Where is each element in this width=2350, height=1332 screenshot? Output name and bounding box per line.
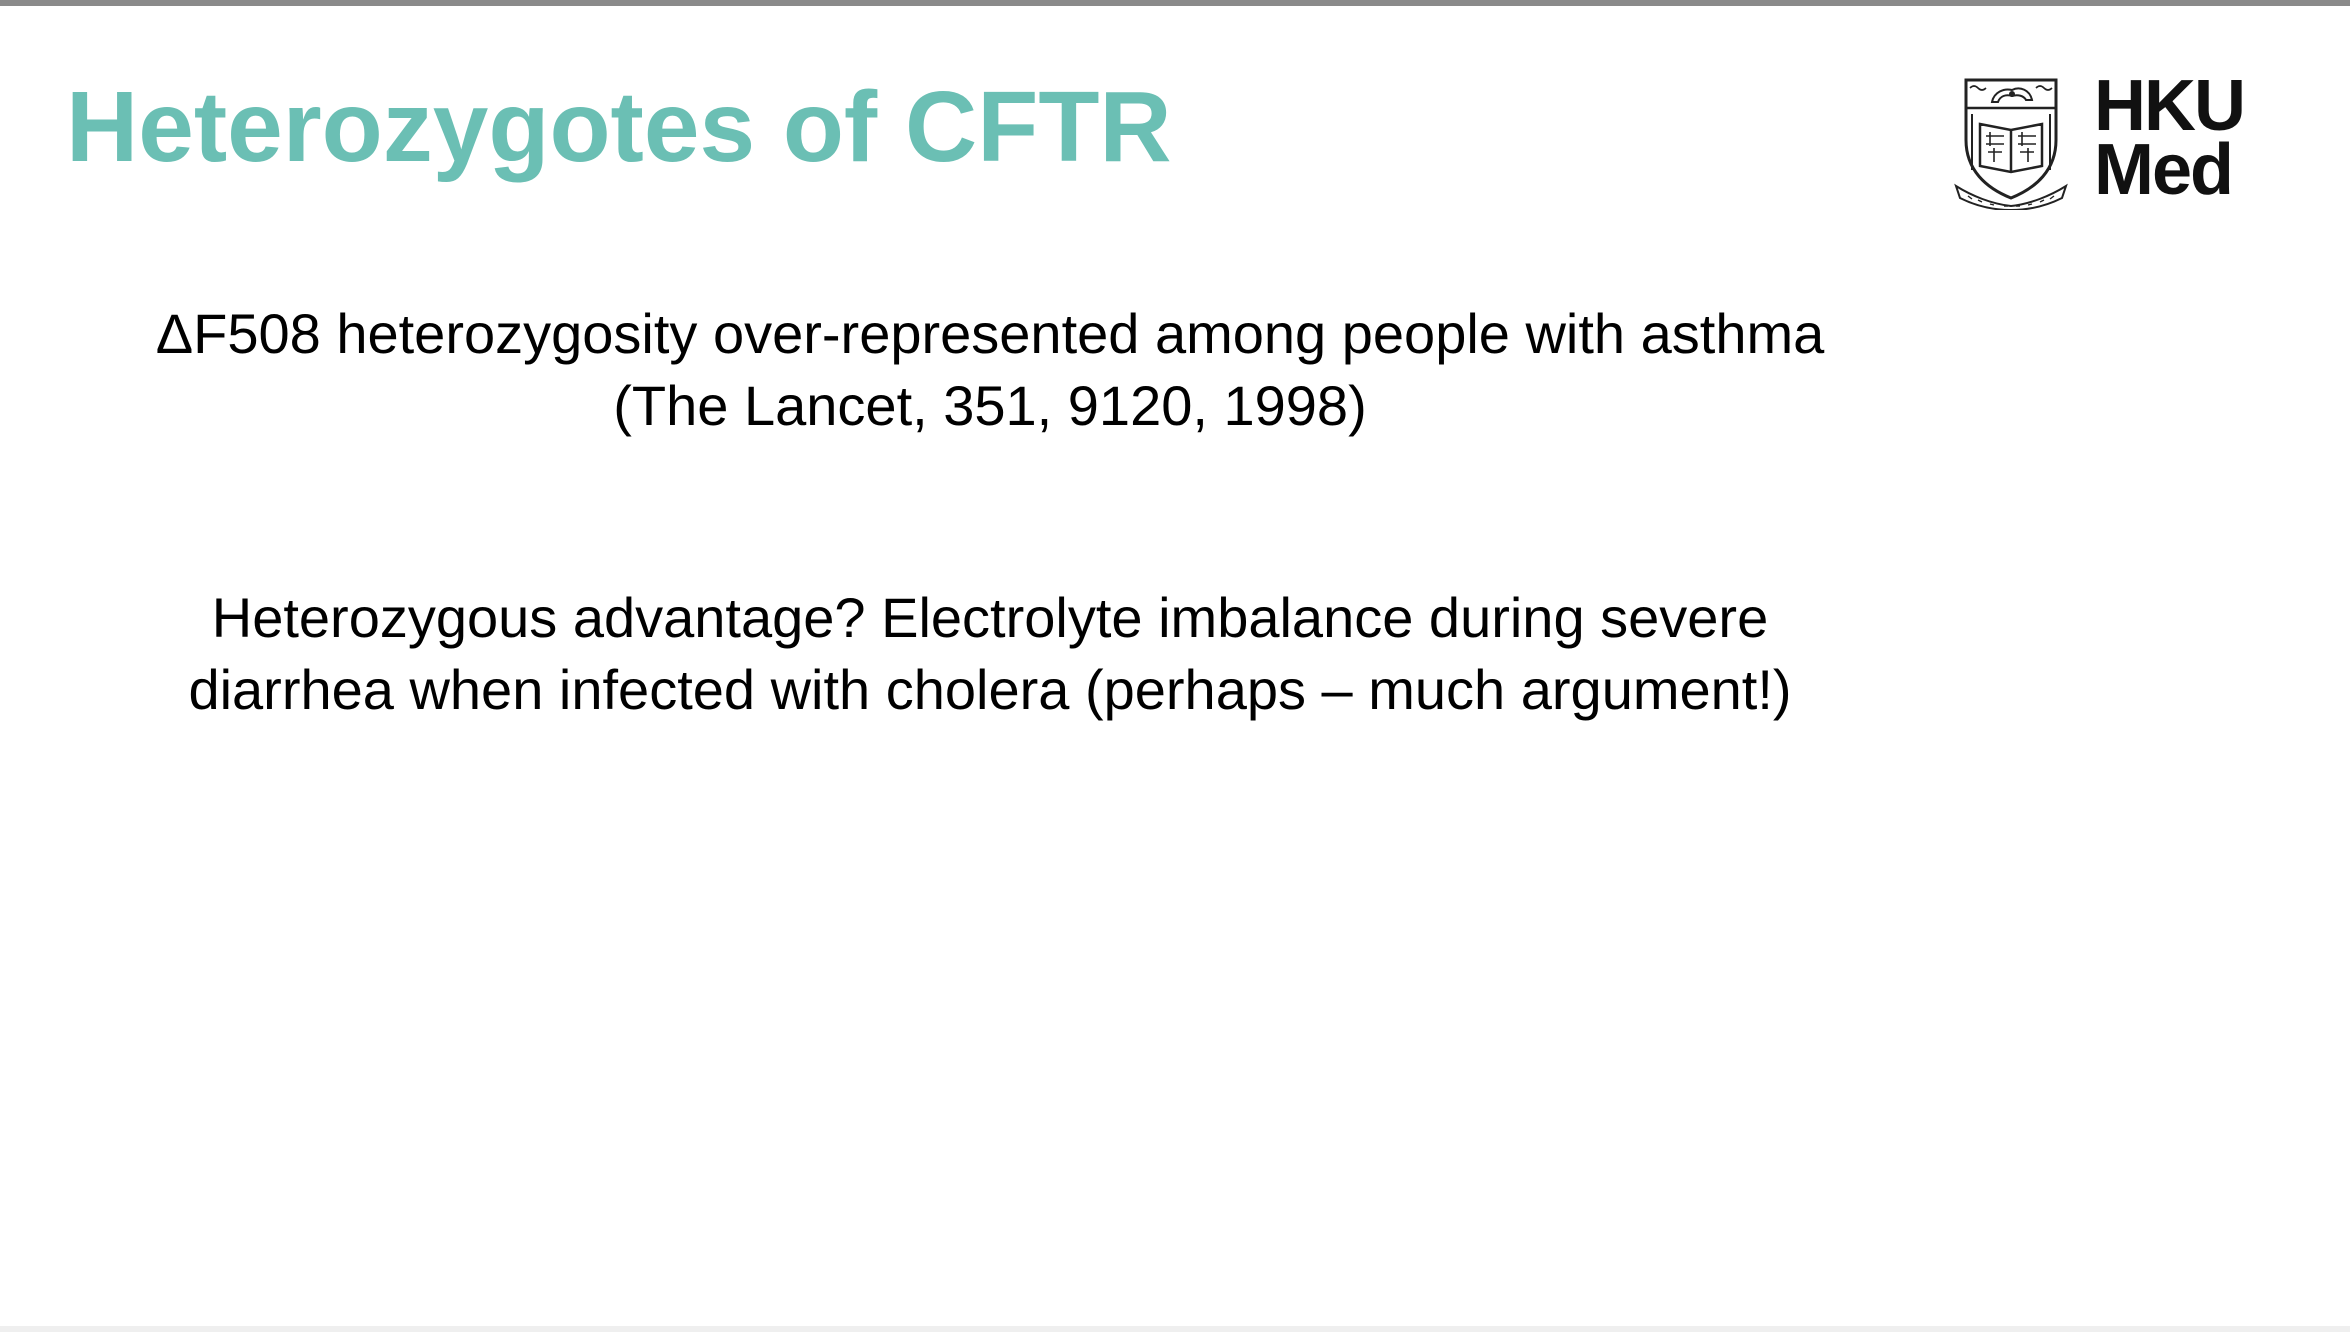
paragraph-cholera: Heterozygous advantage? Electrolyte imba…	[60, 582, 1920, 726]
logo-line-med: Med	[2094, 130, 2234, 210]
top-rule	[0, 0, 2350, 6]
slide-title: Heterozygotes of CFTR	[66, 71, 1172, 183]
paragraph-asthma: ΔF508 heterozygosity over-represented am…	[60, 298, 1920, 442]
university-crest-icon	[1954, 78, 2068, 210]
paragraph-line: ΔF508 heterozygosity over-represented am…	[155, 302, 1825, 365]
bottom-rule	[0, 1326, 2350, 1332]
logo-wordmark: HKU Med	[2094, 66, 2246, 210]
logo-line-hku: HKU	[2094, 66, 2246, 146]
paragraph-line: (The Lancet, 351, 9120, 1998)	[613, 374, 1367, 437]
paragraph-line: diarrhea when infected with cholera (per…	[188, 658, 1792, 721]
paragraph-line: Heterozygous advantage? Electrolyte imba…	[211, 586, 1769, 649]
hku-med-logo: HKU Med	[1952, 66, 2252, 210]
